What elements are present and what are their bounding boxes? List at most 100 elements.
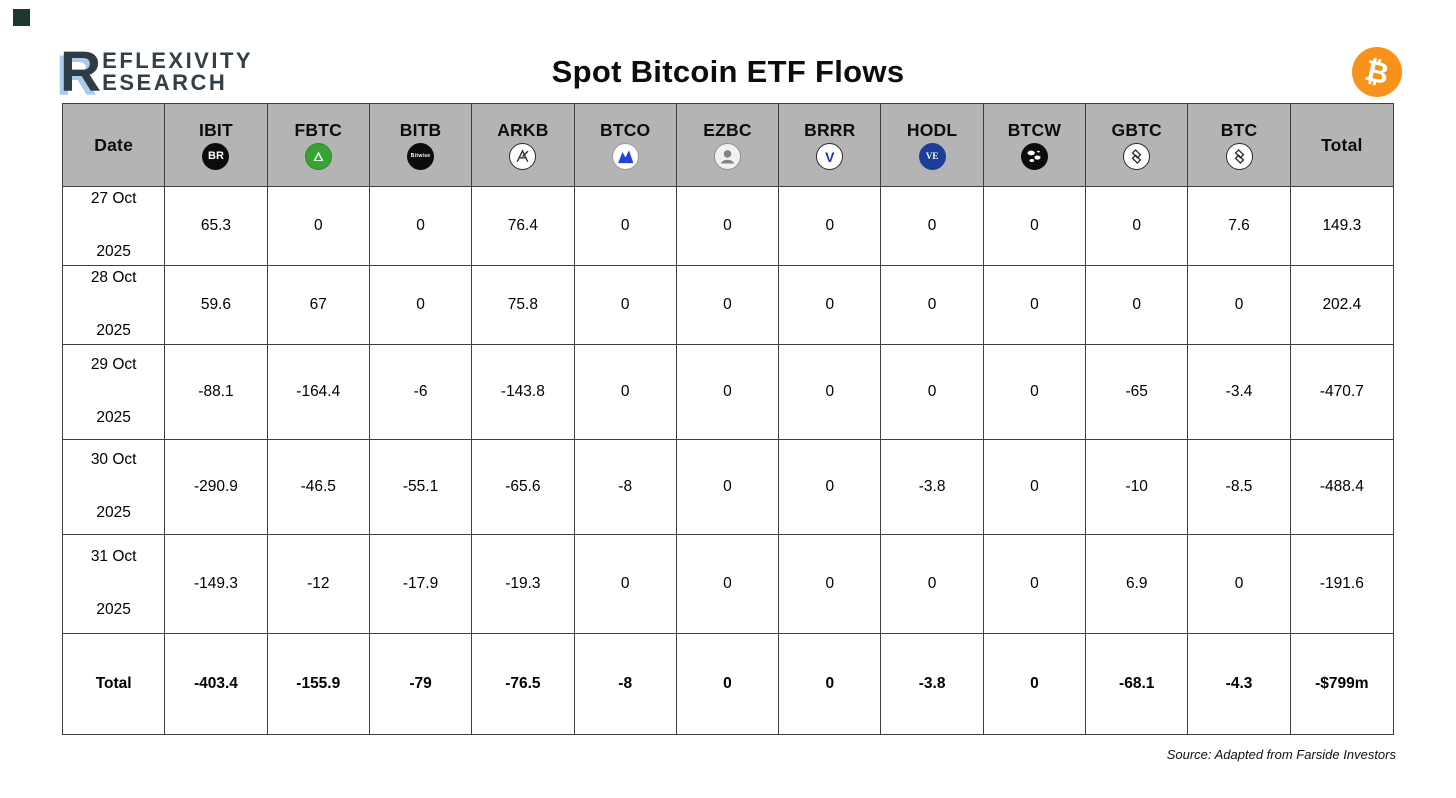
date-line1: 31 Oct xyxy=(90,548,137,566)
value-cell: 0 xyxy=(574,266,677,345)
ticker-label: BTCW xyxy=(1007,120,1062,140)
value-cell: -17.9 xyxy=(369,535,473,634)
logo-r-monogram: R xyxy=(60,40,102,104)
value-cell: -3.4 xyxy=(1188,345,1291,440)
wisdomtree-icon xyxy=(1020,143,1048,170)
etf-flows-table: Date IBIT BR FBTC BITB Bitwise ARKB BTCO EZBC BRR… xyxy=(62,103,1394,735)
value-cell: -12 xyxy=(267,535,370,634)
column-header-total: Total xyxy=(1290,104,1393,187)
source-note: Source: Adapted from Farside Investors xyxy=(1166,747,1396,762)
value-cell: 0 xyxy=(983,266,1087,345)
logo-line-reflexivity: EFLEXIVITY xyxy=(102,47,254,73)
value-cell: 0 xyxy=(1188,535,1291,634)
row-total-cell: 149.3 xyxy=(1290,187,1393,266)
row-total-cell: -191.6 xyxy=(1290,535,1393,634)
value-cell: 0 xyxy=(574,345,677,440)
value-cell: 0 xyxy=(676,187,780,266)
column-header-btc: BTC xyxy=(1188,104,1291,187)
date-line1: 30 Oct xyxy=(90,451,137,469)
blackrock-icon: BR xyxy=(202,143,230,170)
value-cell: -65.6 xyxy=(472,440,575,535)
value-cell: -8.5 xyxy=(1188,440,1291,535)
value-cell: 0 xyxy=(983,345,1087,440)
date-line2: 2025 xyxy=(96,409,131,427)
value-cell: -19.3 xyxy=(472,535,575,634)
logo-line-research: ESEARCH xyxy=(102,70,228,96)
column-header-ezbc: EZBC xyxy=(676,104,780,187)
franklin-icon xyxy=(713,143,741,170)
column-header-bitb: BITB Bitwise xyxy=(369,104,473,187)
total-value-cell: -79 xyxy=(370,634,473,734)
value-cell: 0 xyxy=(676,535,780,634)
value-cell: 0 xyxy=(267,187,370,266)
ticker-label: GBTC xyxy=(1111,120,1162,140)
date-cell: 27 Oct 2025 xyxy=(63,187,166,266)
value-cell: 0 xyxy=(779,535,882,634)
vaneck-icon: VE xyxy=(918,143,946,170)
total-header-label: Total xyxy=(1321,134,1363,155)
value-cell: 76.4 xyxy=(472,187,575,266)
value-cell: -164.4 xyxy=(267,345,370,440)
total-value-cell: 0 xyxy=(984,634,1087,734)
value-cell: -65 xyxy=(1086,345,1189,440)
date-line2: 2025 xyxy=(96,504,131,522)
column-header-hodl: HODL VE xyxy=(881,104,984,187)
row-total-cell: 202.4 xyxy=(1290,266,1393,345)
column-header-brrr: BRRR V xyxy=(779,104,882,187)
value-cell: 0 xyxy=(676,440,780,535)
table-row: 29 Oct 2025 -88.1 -164.4 -6 -143.8 0 0 0 0 0 -65 -3.… xyxy=(63,345,1393,440)
column-header-btco: BTCO xyxy=(574,104,677,187)
invesco-icon xyxy=(611,143,639,170)
value-cell: 0 xyxy=(676,345,780,440)
total-value-cell: 0 xyxy=(677,634,780,734)
ticker-label: IBIT xyxy=(199,120,233,140)
total-value-cell: -403.4 xyxy=(165,634,268,734)
bitwise-icon: Bitwise xyxy=(407,143,435,170)
total-value-cell: -155.9 xyxy=(268,634,370,734)
value-cell: 0 xyxy=(881,187,984,266)
column-header-fbtc: FBTC xyxy=(267,104,370,187)
ticker-label: BTC xyxy=(1220,120,1258,140)
value-cell: 0 xyxy=(1086,187,1189,266)
date-cell: 31 Oct 2025 xyxy=(63,535,166,634)
value-cell: 0 xyxy=(369,187,473,266)
row-total-cell: -470.7 xyxy=(1290,345,1393,440)
date-line1: 29 Oct xyxy=(90,356,137,374)
value-cell: -143.8 xyxy=(472,345,575,440)
ticker-label: ARKB xyxy=(497,120,549,140)
table-header-row: Date IBIT BR FBTC BITB Bitwise ARKB BTCO EZBC BRR… xyxy=(63,104,1393,187)
value-cell: -46.5 xyxy=(267,440,370,535)
date-cell: 30 Oct 2025 xyxy=(63,440,166,535)
value-cell: 59.6 xyxy=(165,266,268,345)
fidelity-icon xyxy=(304,143,332,170)
date-line1: 28 Oct xyxy=(90,269,137,287)
total-value-cell: -68.1 xyxy=(1086,634,1189,734)
value-cell: 67 xyxy=(267,266,370,345)
date-cell: 28 Oct 2025 xyxy=(63,266,166,345)
value-cell: -55.1 xyxy=(369,440,473,535)
ticker-label: BITB xyxy=(399,120,442,140)
value-cell: 0 xyxy=(881,266,984,345)
column-header-ibit: IBIT BR xyxy=(165,104,268,187)
column-header-gbtc: GBTC xyxy=(1086,104,1189,187)
date-cell: 29 Oct 2025 xyxy=(63,345,166,440)
grayscale-icon xyxy=(1225,143,1253,170)
table-total-row: Total -403.4 -155.9 -79 -76.5 -8 0 0 -3.8 0 -68.1-… xyxy=(63,634,1393,734)
value-cell: 0 xyxy=(369,266,473,345)
value-cell: -8 xyxy=(574,440,677,535)
total-value-cell: -3.8 xyxy=(881,634,984,734)
ticker-label: EZBC xyxy=(703,120,752,140)
column-header-btcw: BTCW xyxy=(983,104,1087,187)
total-value-cell: -4.3 xyxy=(1188,634,1291,734)
valkyrie-icon: V xyxy=(816,143,844,170)
total-value-cell: -8 xyxy=(575,634,677,734)
value-cell: 75.8 xyxy=(472,266,575,345)
ticker-label: HODL xyxy=(906,120,958,140)
value-cell: 0 xyxy=(983,440,1087,535)
date-line2: 2025 xyxy=(96,322,131,340)
value-cell: -149.3 xyxy=(165,535,268,634)
logo-wordmark: EFLEXIVITY ESEARCH xyxy=(102,47,254,96)
value-cell: -290.9 xyxy=(165,440,268,535)
table-row: 30 Oct 2025 -290.9 -46.5 -55.1 -65.6 -8 0 0 -3.8 0… xyxy=(63,440,1393,535)
